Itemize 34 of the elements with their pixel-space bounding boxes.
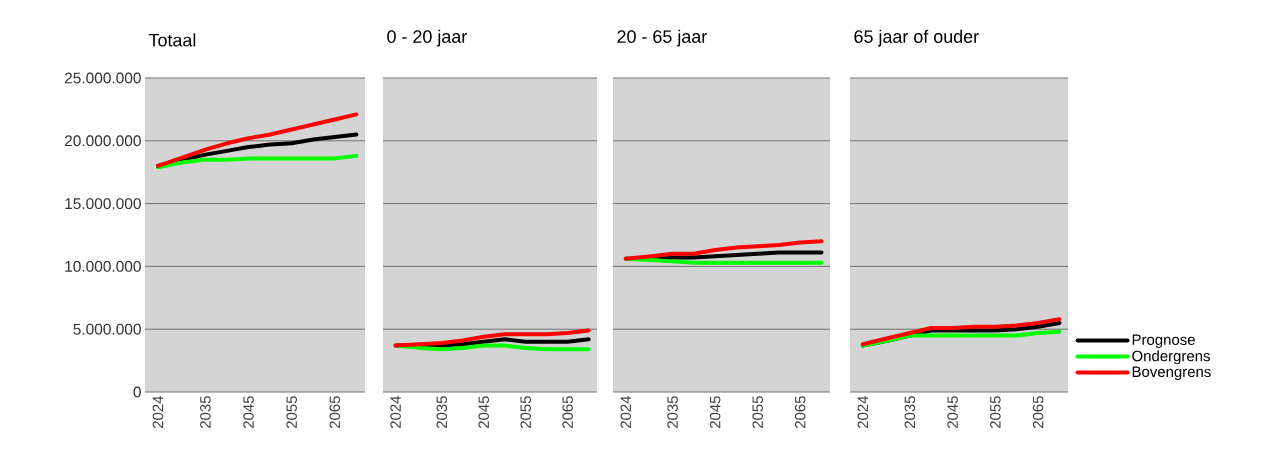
- x-tick-label: 2045: [947, 396, 958, 429]
- x-tick-label: 2024: [857, 395, 869, 429]
- x-tick-label: 2024: [152, 395, 164, 429]
- legend-label: Bovengrens: [1132, 366, 1211, 380]
- x-tick-label: 2045: [243, 396, 254, 429]
- x-tick-label: 2035: [200, 396, 211, 429]
- x-tick-label: 2055: [990, 396, 1001, 429]
- x-tick-label: 2045: [709, 396, 721, 429]
- chart-title: Totaal: [148, 33, 196, 47]
- legend-label: Ondergrens: [1132, 350, 1210, 365]
- x-tick-label: 2055: [520, 396, 531, 429]
- x-tick-label: 2065: [1032, 396, 1044, 429]
- x-tick-label: 2035: [667, 396, 678, 429]
- y-tick-label: 10.000.000: [65, 260, 141, 272]
- x-tick-label: 2065: [794, 396, 806, 429]
- y-tick-label: 20.000.000: [64, 135, 141, 147]
- x-tick-label: 2055: [286, 396, 297, 429]
- x-tick-label: 2024: [620, 395, 632, 429]
- x-tick-label: 2055: [752, 396, 763, 429]
- x-tick-label: 2035: [904, 396, 916, 429]
- chart-title: 20 - 65 jaar: [617, 29, 707, 47]
- line-series: [155, 112, 359, 168]
- x-tick-label: 2024: [390, 395, 401, 429]
- x-tick-label: 2065: [329, 396, 341, 429]
- x-tick-label: 2045: [478, 396, 489, 429]
- x-tick-label: 2035: [436, 396, 448, 429]
- chart-title: 65 jaar of ouder: [854, 29, 979, 47]
- y-tick-label: 5.000.000: [73, 323, 141, 335]
- legend-label: Prognose: [1132, 334, 1195, 348]
- y-tick-label: 15.000.000: [65, 198, 141, 210]
- x-tick-label: 2065: [562, 396, 573, 429]
- y-tick-label: 25.000.000: [64, 72, 141, 84]
- y-tick-label: 0: [133, 386, 141, 398]
- chart-title: 0 - 20 jaar: [387, 29, 467, 47]
